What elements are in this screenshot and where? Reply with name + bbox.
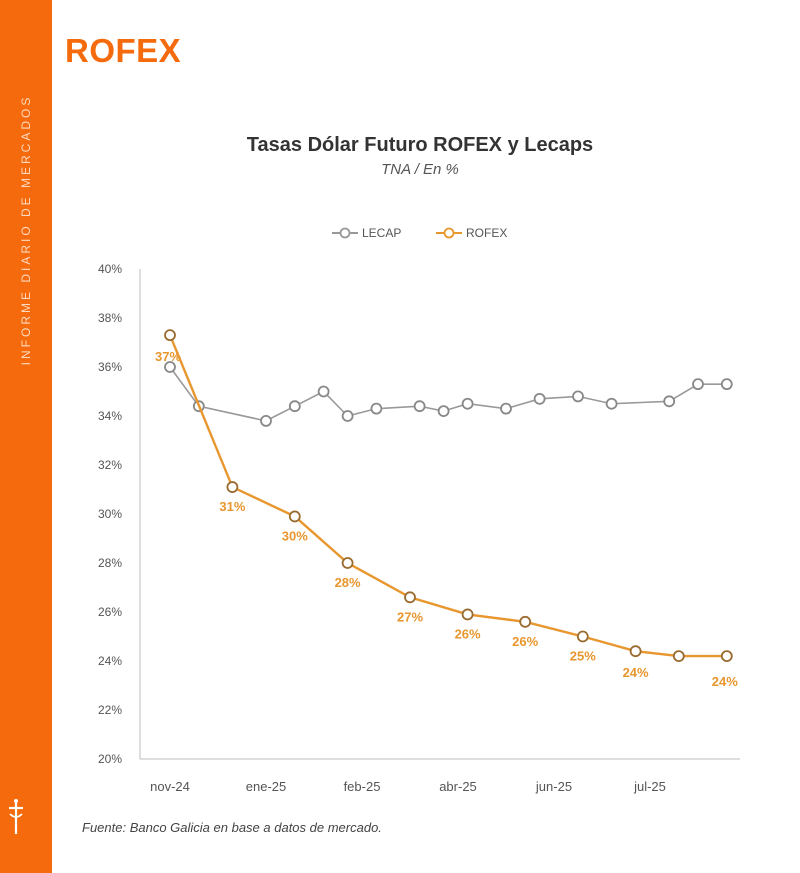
lecap-point (663, 395, 676, 408)
lecap-point (260, 414, 272, 427)
brand-title: ROFEX (65, 32, 182, 69)
legend-label: ROFEX (466, 226, 507, 240)
dagger-logo-icon (9, 799, 23, 834)
lecap-point (461, 397, 474, 410)
y-tick-label: 26% (98, 605, 122, 619)
rofex-point (164, 329, 176, 342)
x-tick-label: jun-25 (535, 779, 572, 794)
lecap-point (317, 385, 330, 398)
lecap-point (341, 410, 354, 422)
x-tick-label: jul-25 (633, 779, 666, 794)
source-note: Fuente: Banco Galicia en base a datos de… (82, 820, 382, 835)
x-tick-label: feb-25 (344, 779, 381, 794)
rofex-data-label: 26% (512, 634, 538, 649)
y-tick-label: 34% (98, 409, 122, 423)
rofex-point (576, 630, 589, 643)
lecap-point (605, 397, 618, 410)
y-tick-label: 22% (98, 703, 122, 717)
lecap-point (413, 400, 426, 413)
rofex-point (226, 481, 239, 493)
lecap-point (370, 402, 383, 415)
rofex-point (288, 510, 301, 523)
rofex-data-label: 24% (623, 665, 649, 680)
rofex-data-label: 26% (455, 626, 481, 641)
rofex-data-label: 30% (282, 528, 308, 543)
y-tick-label: 24% (98, 654, 122, 668)
rofex-point (404, 591, 416, 604)
rofex-data-label: 27% (397, 609, 423, 624)
rofex-point (672, 650, 685, 662)
rofex-series-line (168, 334, 727, 658)
rofex-point (629, 645, 642, 658)
legend-marker (443, 227, 455, 239)
y-tick-label: 36% (98, 360, 122, 374)
rofex-data-label: 37% (155, 349, 181, 364)
x-tick-label: nov-24 (150, 779, 190, 794)
x-tick-label: ene-25 (246, 779, 286, 794)
chart-subtitle: TNA / En % (381, 161, 459, 178)
lecap-point (720, 378, 733, 391)
y-tick-label: 20% (98, 752, 122, 766)
lecap-point (288, 400, 301, 413)
x-tick-label: abr-25 (439, 779, 477, 794)
rofex-data-label: 28% (335, 575, 361, 590)
y-tick-label: 30% (98, 507, 122, 521)
legend-label: LECAP (362, 226, 401, 240)
lecap-point (692, 378, 704, 391)
legend-marker (339, 227, 351, 239)
sidebar: INFORME DIARIO DE MERCADOS (0, 0, 52, 873)
lecap-point (164, 361, 176, 373)
rofex-data-label: 25% (570, 649, 596, 664)
y-tick-label: 32% (98, 458, 122, 472)
rofex-point (519, 615, 532, 628)
rofex-point (720, 650, 733, 662)
rofex-data-label: 31% (219, 499, 245, 514)
lecap-point (437, 405, 450, 418)
rofex-point (341, 557, 354, 569)
lecap-point (533, 392, 546, 405)
y-tick-label: 38% (98, 311, 122, 325)
lecap-point (572, 390, 584, 403)
rofex-point (461, 608, 474, 621)
y-tick-label: 40% (98, 262, 122, 276)
y-tick-label: 28% (98, 556, 122, 570)
lecap-point (500, 402, 512, 415)
rofex-data-label: 24% (712, 674, 738, 689)
chart-title: Tasas Dólar Futuro ROFEX y Lecaps (246, 134, 594, 156)
